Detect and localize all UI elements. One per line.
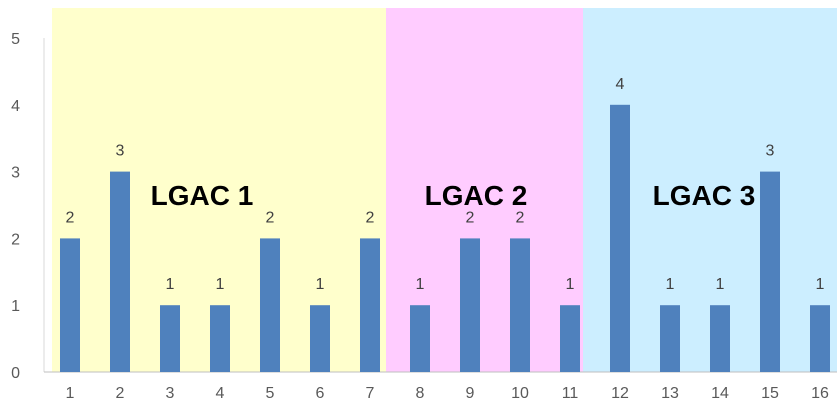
data-label-10: 2 <box>516 209 525 226</box>
bar-13 <box>660 305 680 372</box>
region-2-label: LGAC 2 <box>425 180 528 211</box>
data-label-5: 2 <box>266 209 275 226</box>
x-tick-label-5: 5 <box>266 385 275 402</box>
bar-14 <box>710 305 730 372</box>
bar-4 <box>210 305 230 372</box>
x-tick-label-9: 9 <box>466 385 475 402</box>
bar-3 <box>160 305 180 372</box>
y-tick-labels: 0 1 2 3 4 5 <box>11 31 20 382</box>
data-label-15: 3 <box>766 143 775 160</box>
bar-15 <box>760 171 780 372</box>
bar-2 <box>110 171 130 372</box>
x-tick-label-2: 2 <box>116 385 125 402</box>
bar-10 <box>510 238 530 372</box>
data-label-3: 1 <box>166 276 175 293</box>
x-tick-label-6: 6 <box>316 385 325 402</box>
bar-5 <box>260 238 280 372</box>
y-tick-label-1: 1 <box>11 298 20 315</box>
x-tick-label-16: 16 <box>811 385 829 402</box>
bar-9 <box>460 238 480 372</box>
y-tick-label-4: 4 <box>11 98 20 115</box>
data-label-16: 1 <box>816 276 825 293</box>
data-label-2: 3 <box>116 143 125 160</box>
data-label-6: 1 <box>316 276 325 293</box>
x-tick-label-12: 12 <box>611 385 629 402</box>
data-label-12: 4 <box>616 76 625 93</box>
data-label-11: 1 <box>566 276 575 293</box>
x-tick-label-4: 4 <box>216 385 225 402</box>
data-label-8: 1 <box>416 276 425 293</box>
bars <box>60 104 830 373</box>
bar-12 <box>610 104 630 373</box>
bar-1 <box>60 238 80 372</box>
y-tick-label-3: 3 <box>11 165 20 182</box>
x-tick-label-8: 8 <box>416 385 425 402</box>
data-label-14: 1 <box>716 276 725 293</box>
x-tick-label-15: 15 <box>761 385 779 402</box>
bar-16 <box>810 305 830 372</box>
data-label-13: 1 <box>666 276 675 293</box>
region-labels: LGAC 1 LGAC 2 LGAC 3 <box>151 180 756 211</box>
data-label-7: 2 <box>366 209 375 226</box>
data-label-1: 2 <box>66 209 75 226</box>
bar-7 <box>360 238 380 372</box>
x-tick-label-3: 3 <box>166 385 175 402</box>
y-tick-label-2: 2 <box>11 231 20 248</box>
x-tick-labels: 1 2 3 4 5 6 7 8 9 10 11 12 13 14 15 16 <box>66 385 829 402</box>
bar-6 <box>310 305 330 372</box>
region-backgrounds <box>52 8 837 372</box>
x-tick-label-10: 10 <box>511 385 529 402</box>
region-3-label: LGAC 3 <box>653 180 756 211</box>
region-1-label: LGAC 1 <box>151 180 254 211</box>
data-labels: 2 3 1 1 2 1 2 1 2 2 1 4 1 1 3 1 <box>66 76 825 293</box>
x-tick-label-14: 14 <box>711 385 729 402</box>
bar-11 <box>560 305 580 372</box>
x-tick-label-1: 1 <box>66 385 75 402</box>
x-tick-label-11: 11 <box>562 385 579 402</box>
data-label-4: 1 <box>216 276 225 293</box>
bar-8 <box>410 305 430 372</box>
data-label-9: 2 <box>466 209 475 226</box>
y-tick-label-5: 5 <box>11 31 20 48</box>
x-tick-label-13: 13 <box>661 385 679 402</box>
y-tick-label-0: 0 <box>11 365 20 382</box>
x-tick-label-7: 7 <box>366 385 375 402</box>
